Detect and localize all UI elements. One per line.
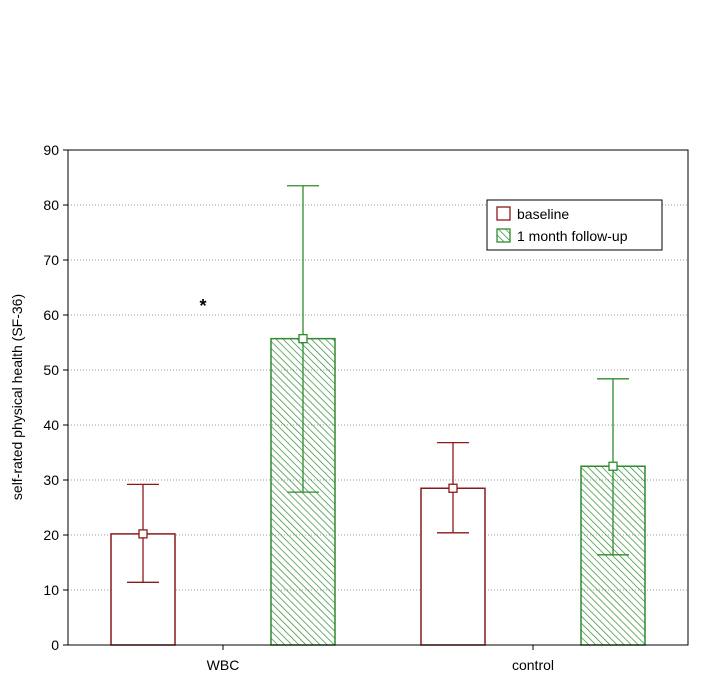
y-axis-label: self-rated physical health (SF-36) bbox=[9, 294, 25, 500]
legend: baseline 1 month follow-up bbox=[486, 199, 663, 251]
mean-marker bbox=[298, 333, 308, 344]
mean-marker bbox=[608, 461, 618, 471]
annotations: * bbox=[199, 296, 206, 316]
mean-marker bbox=[138, 529, 148, 539]
legend-label: 1 month follow-up bbox=[517, 228, 628, 244]
y-tick-label: 40 bbox=[43, 417, 59, 433]
mean-marker bbox=[448, 483, 458, 493]
y-tick-label: 70 bbox=[43, 252, 59, 268]
legend-swatch bbox=[496, 228, 511, 243]
y-tick-label: 80 bbox=[43, 197, 59, 213]
x-tick-label: WBC bbox=[207, 657, 240, 673]
y-tick-label: 60 bbox=[43, 307, 59, 323]
y-axis: 0 10 20 30 40 50 60 70 80 90 bbox=[43, 142, 68, 653]
x-tick-label: control bbox=[512, 657, 554, 673]
y-tick-label: 30 bbox=[43, 472, 59, 488]
legend-label: baseline bbox=[517, 206, 569, 222]
plot-frame bbox=[67, 149, 689, 646]
y-tick-label: 10 bbox=[43, 582, 59, 598]
legend-swatch bbox=[496, 206, 511, 221]
x-axis: WBC control bbox=[207, 645, 554, 673]
error-bars bbox=[127, 185, 629, 583]
y-tick-label: 20 bbox=[43, 527, 59, 543]
bars bbox=[110, 337, 646, 646]
legend-box bbox=[486, 199, 663, 251]
y-tick-label: 90 bbox=[43, 142, 59, 158]
significance-asterisk: * bbox=[199, 296, 206, 316]
y-tick-label: 0 bbox=[51, 637, 59, 653]
y-tick-label: 50 bbox=[43, 362, 59, 378]
